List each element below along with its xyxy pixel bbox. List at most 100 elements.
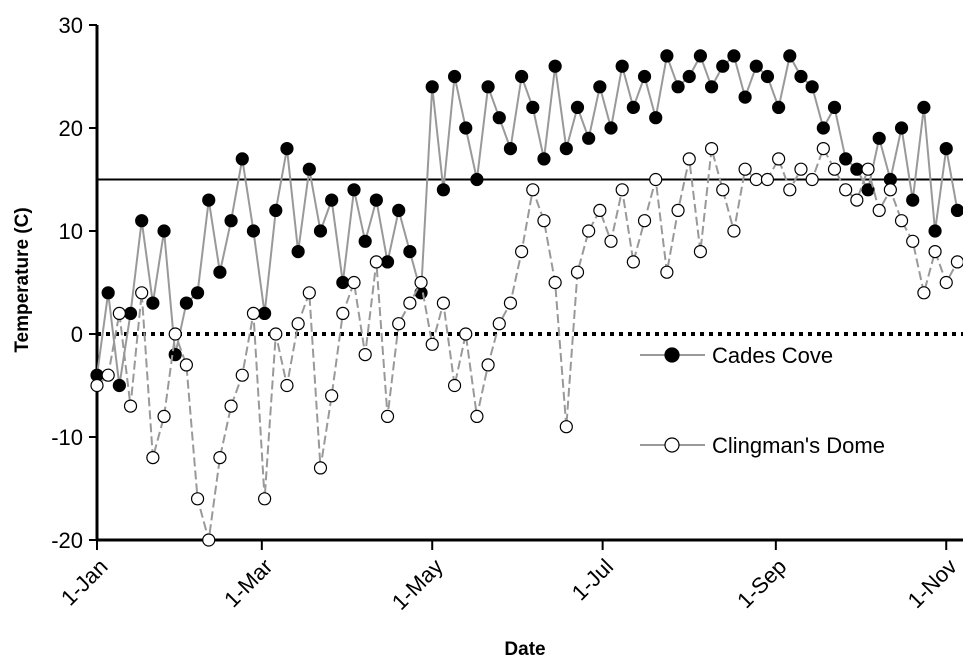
data-point xyxy=(704,80,719,94)
data-point xyxy=(392,203,406,217)
data-point xyxy=(190,286,205,300)
data-point xyxy=(749,172,763,187)
data-point xyxy=(794,162,808,176)
x-tick-label: 1-Jul xyxy=(567,554,618,605)
data-point xyxy=(626,100,640,115)
data-point xyxy=(794,69,808,84)
data-point xyxy=(503,296,518,310)
data-point xyxy=(649,172,663,187)
data-point xyxy=(235,152,249,166)
data-point xyxy=(928,245,942,259)
data-point xyxy=(772,100,786,115)
data-point xyxy=(783,183,797,197)
data-point xyxy=(593,80,607,94)
data-point xyxy=(492,111,506,125)
data-point xyxy=(168,327,182,341)
data-point xyxy=(101,286,115,300)
data-point xyxy=(850,193,864,207)
data-point xyxy=(135,214,149,228)
data-point xyxy=(861,183,875,197)
x-axis-label: Date xyxy=(504,639,545,660)
data-point xyxy=(202,193,216,207)
data-point xyxy=(637,214,652,228)
data-point xyxy=(805,80,819,94)
data-point xyxy=(101,368,115,382)
data-point xyxy=(202,533,216,547)
x-tick-label: 1-May xyxy=(387,554,448,615)
data-point xyxy=(582,224,596,238)
data-point xyxy=(425,80,439,94)
data-point xyxy=(157,409,171,423)
data-point xyxy=(660,265,674,279)
data-point xyxy=(928,224,942,238)
y-tick-label: 30 xyxy=(59,13,83,38)
data-point xyxy=(157,224,171,238)
y-tick-label: 10 xyxy=(59,219,83,244)
data-point xyxy=(582,131,596,145)
data-point xyxy=(179,358,193,372)
data-point xyxy=(738,162,752,176)
x-tick-label: 1-Nov xyxy=(903,554,962,613)
data-point xyxy=(660,49,674,63)
data-point xyxy=(727,224,741,238)
y-tick-label: 0 xyxy=(71,322,83,347)
legend-label: Clingman's Dome xyxy=(712,433,885,458)
data-point xyxy=(470,172,484,187)
data-point xyxy=(615,59,629,73)
series-line xyxy=(96,52,959,386)
data-point xyxy=(302,162,316,176)
data-point xyxy=(403,245,417,259)
data-point xyxy=(123,399,138,413)
data-point xyxy=(526,100,540,115)
data-point xyxy=(615,183,629,197)
data-point xyxy=(917,286,931,300)
data-point xyxy=(515,245,529,259)
data-point xyxy=(380,409,395,423)
y-tick-label: -10 xyxy=(51,425,83,450)
data-point xyxy=(380,255,395,269)
data-point xyxy=(302,286,316,300)
data-point xyxy=(123,306,138,320)
data-point xyxy=(481,80,495,94)
data-point xyxy=(816,142,830,156)
data-point xyxy=(537,214,551,228)
data-point xyxy=(604,121,618,135)
data-point xyxy=(213,265,227,279)
data-point xyxy=(470,409,484,423)
data-point xyxy=(224,214,238,228)
data-point xyxy=(816,121,830,135)
data-point xyxy=(894,121,909,135)
y-tick-label: -20 xyxy=(51,528,83,553)
data-point xyxy=(604,234,618,248)
data-point xyxy=(693,49,708,63)
data-point xyxy=(313,224,328,238)
data-point xyxy=(760,172,775,187)
data-point xyxy=(559,142,573,156)
x-tick-label: 1-Mar xyxy=(219,554,277,612)
data-point xyxy=(593,203,607,217)
data-point xyxy=(235,368,249,382)
data-point xyxy=(258,306,272,320)
data-point xyxy=(682,69,696,84)
data-point xyxy=(906,234,920,248)
data-point xyxy=(570,265,585,279)
data-point xyxy=(738,90,752,104)
data-point xyxy=(358,348,372,362)
data-point xyxy=(783,49,797,63)
data-point xyxy=(727,49,741,63)
data-point xyxy=(559,420,573,434)
data-point xyxy=(526,183,540,197)
data-point xyxy=(671,203,685,217)
data-point xyxy=(269,203,283,217)
data-point xyxy=(325,389,339,403)
data-point xyxy=(537,152,551,166)
data-point xyxy=(917,100,931,115)
x-tick-label: 1-Sep xyxy=(732,554,791,613)
data-point xyxy=(548,59,562,73)
data-point xyxy=(827,100,842,115)
data-point xyxy=(146,451,160,465)
data-point xyxy=(112,378,126,393)
data-point xyxy=(906,193,920,207)
data-point xyxy=(146,296,160,310)
